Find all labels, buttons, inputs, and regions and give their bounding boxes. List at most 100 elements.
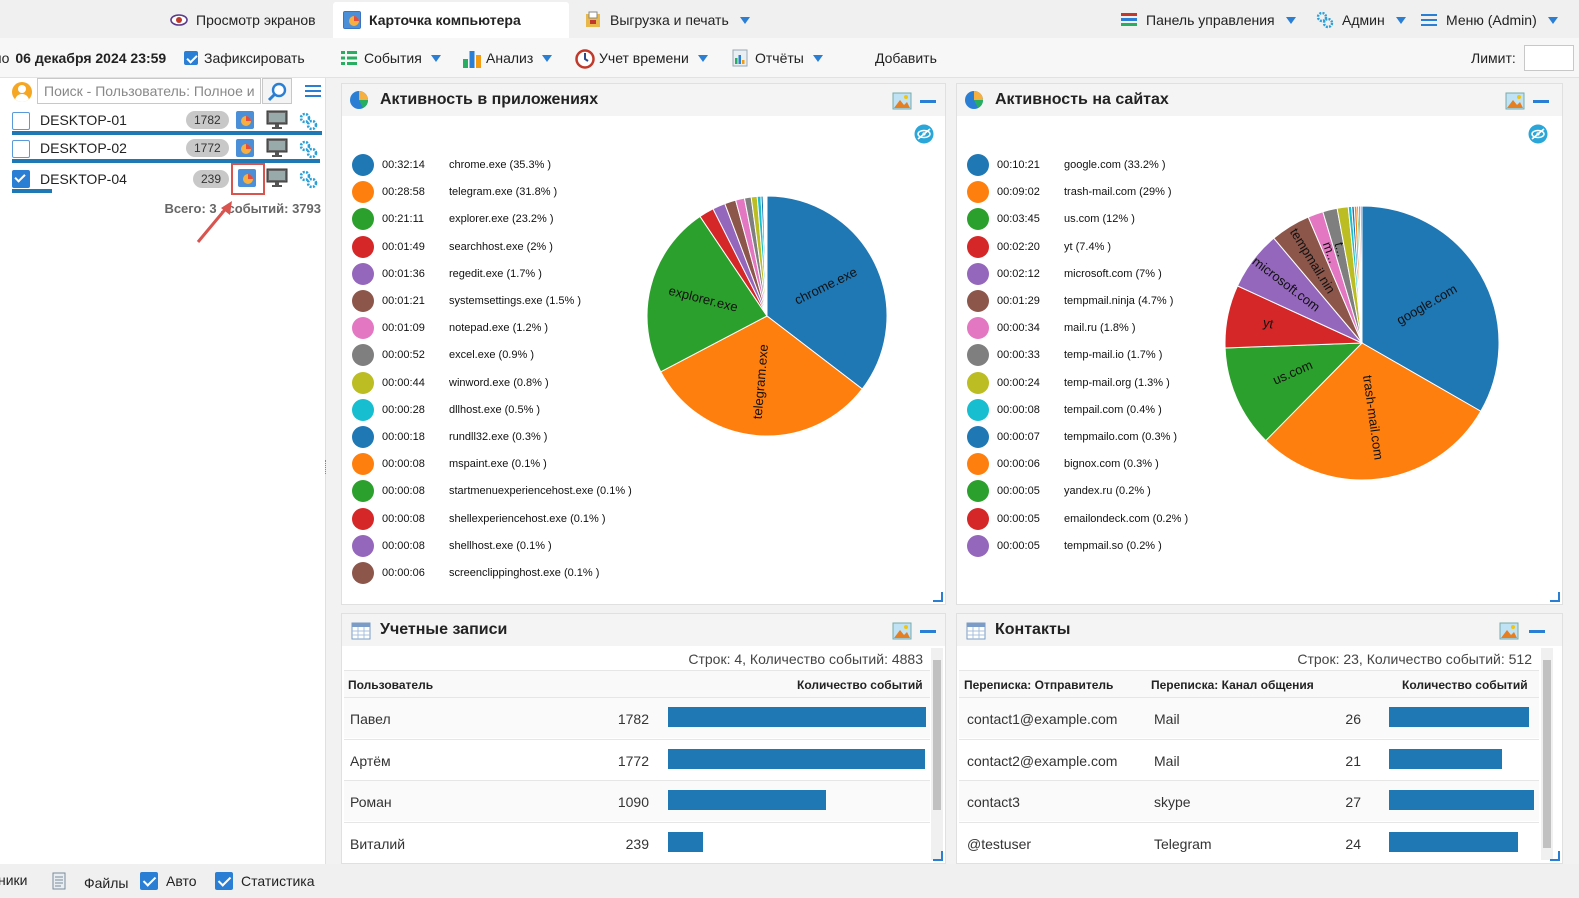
checkbox-checked-icon[interactable] [12,170,30,188]
legend-item[interactable]: 00:01:49 searchhost.exe (2% ) [352,235,652,260]
checkbox-unchecked-icon[interactable] [12,112,30,130]
legend-item[interactable]: 00:00:05 emailondeck.com (0.2% ) [967,507,1267,532]
fix-checkbox[interactable]: Зафиксировать [184,38,305,78]
legend-item[interactable]: 00:00:08 shellexperiencehost.exe (0.1% ) [352,507,652,532]
column-header-sender[interactable]: Переписка: Отправитель [964,678,1114,692]
legend-item[interactable]: 00:00:52 excel.exe (0.9% ) [352,344,652,368]
legend-item[interactable]: 00:02:20 yt (7.4% ) [967,235,1267,260]
computer-card-icon[interactable] [236,111,254,129]
legend-item[interactable]: 00:32:14 chrome.exe (35.3% ) [352,154,652,178]
table-row[interactable]: @testuser Telegram 24 [959,821,1539,863]
settings-gear-icon[interactable] [298,139,318,162]
pie-slice[interactable] [1265,342,1482,480]
files-tab[interactable]: Файлы [52,872,128,893]
bottom-tab-cut[interactable]: ники [0,872,28,888]
search-icon[interactable] [262,78,292,104]
column-header-count[interactable]: Количество событий [797,678,923,692]
reports-menu[interactable]: Отчёты [731,38,823,78]
splitter-handle[interactable] [325,460,327,474]
table-row[interactable]: Виталий 239 [344,821,930,863]
pie-slice[interactable] [1225,342,1364,442]
scrollbar[interactable] [1541,648,1553,860]
visibility-toggle-icon[interactable] [1528,124,1548,147]
tab-computer-card[interactable]: Карточка компьютера [333,2,569,38]
pie-slice[interactable] [647,215,768,373]
table-row[interactable]: Павел 1782 [344,697,930,738]
pie-slice[interactable] [1359,206,1363,344]
tab-screen-view[interactable]: Просмотр экранов [160,2,326,38]
computer-card-icon[interactable] [238,169,256,187]
legend-item[interactable]: 00:00:08 tempail.com (0.4% ) [967,398,1267,423]
monitor-icon[interactable] [266,138,288,161]
legend-item[interactable]: 00:00:06 bignox.com (0.3% ) [967,453,1267,477]
table-row[interactable]: contact1@example.com Mail 26 [959,697,1539,738]
legend-item[interactable]: 00:00:18 rundll32.exe (0.3% ) [352,426,652,450]
main-menu[interactable]: Меню (Admin) [1410,2,1568,38]
scrollbar-thumb[interactable] [1543,660,1551,848]
legend-item[interactable]: 00:10:21 google.com (33.2% ) [967,154,1267,178]
legend-item[interactable]: 00:01:36 regedit.exe (1.7% ) [352,262,652,287]
resize-handle-icon[interactable] [933,592,943,602]
legend-item[interactable]: 00:00:44 winword.exe (0.8% ) [352,371,652,396]
computer-card-icon[interactable] [236,139,254,157]
analysis-menu[interactable]: Анализ [462,38,553,78]
table-row[interactable]: contact2@example.com Mail 21 [959,738,1539,780]
legend-item[interactable]: 00:00:07 tempmailo.com (0.3% ) [967,426,1267,450]
settings-gear-icon[interactable] [298,169,318,192]
column-header-user[interactable]: Пользователь [348,678,434,692]
legend-item[interactable]: 00:00:24 temp-mail.org (1.3% ) [967,371,1267,396]
legend-item[interactable]: 00:02:12 microsoft.com (7% ) [967,262,1267,287]
legend-item[interactable]: 00:28:58 telegram.exe (31.8% ) [352,181,652,205]
scrollbar-thumb[interactable] [933,660,941,810]
list-menu-icon[interactable] [305,84,321,101]
legend-item[interactable]: 00:00:08 shellhost.exe (0.1% ) [352,534,652,559]
device-row[interactable]: DESKTOP-04 239 [0,163,324,195]
image-export-icon[interactable] [892,92,912,113]
legend-item[interactable]: 00:00:08 startmenuexperiencehost.exe (0.1… [352,480,652,504]
stats-checkbox[interactable]: Статистика [215,872,315,890]
image-export-icon[interactable] [1505,92,1525,113]
minimize-icon[interactable] [1529,630,1545,633]
legend-item[interactable]: 00:00:34 mail.ru (1.8% ) [967,317,1267,341]
device-search-input[interactable]: Поиск - Пользователь: Полное и [37,78,261,104]
monitor-icon[interactable] [266,110,288,133]
column-header-channel[interactable]: Переписка: Канал общения [1151,678,1314,692]
minimize-icon[interactable] [920,100,936,103]
legend-item[interactable]: 00:03:45 us.com (12% ) [967,208,1267,232]
add-button[interactable]: Добавить [875,38,937,78]
tab-export-print[interactable]: Выгрузка и печать [574,2,760,38]
pie-slice[interactable] [1361,206,1499,412]
events-menu[interactable]: События [340,38,441,78]
device-row[interactable]: DESKTOP-01 1782 [0,107,324,135]
resize-handle-icon[interactable] [1550,851,1560,861]
table-row[interactable]: contact3 skype 27 [959,780,1539,821]
pie-slice[interactable] [766,196,887,390]
auto-checkbox[interactable]: Авто [140,872,197,890]
image-export-icon[interactable] [1499,622,1519,643]
pie-slice[interactable] [660,315,863,436]
control-panel-menu[interactable]: Панель управления [1110,2,1306,38]
legend-item[interactable]: 00:00:08 mspaint.exe (0.1% ) [352,453,652,477]
column-header-count[interactable]: Количество событий [1402,678,1528,692]
device-row[interactable]: DESKTOP-02 1772 [0,135,324,163]
monitor-icon[interactable] [266,168,288,191]
settings-gear-icon[interactable] [298,111,318,134]
checkbox-unchecked-icon[interactable] [12,140,30,158]
table-row[interactable]: Артём 1772 [344,738,930,780]
legend-item[interactable]: 00:00:28 dllhost.exe (0.5% ) [352,398,652,423]
legend-item[interactable]: 00:00:05 tempmail.so (0.2% ) [967,534,1267,559]
time-tracking-menu[interactable]: Учет времени [575,38,708,78]
limit-input[interactable] [1523,45,1574,71]
admin-menu[interactable]: Админ [1306,2,1416,38]
legend-item[interactable]: 00:00:33 temp-mail.io (1.7% ) [967,344,1267,368]
minimize-icon[interactable] [1533,100,1549,103]
table-row[interactable]: Роман 1090 [344,780,930,821]
resize-handle-icon[interactable] [1550,592,1560,602]
scrollbar[interactable] [931,648,943,860]
legend-item[interactable]: 00:09:02 trash-mail.com (29% ) [967,181,1267,205]
legend-item[interactable]: 00:00:06 screenclippinghost.exe (0.1% ) [352,562,652,586]
image-export-icon[interactable] [892,622,912,643]
legend-item[interactable]: 00:00:05 yandex.ru (0.2% ) [967,480,1267,504]
resize-handle-icon[interactable] [933,851,943,861]
legend-item[interactable]: 00:01:21 systemsettings.exe (1.5% ) [352,290,652,314]
